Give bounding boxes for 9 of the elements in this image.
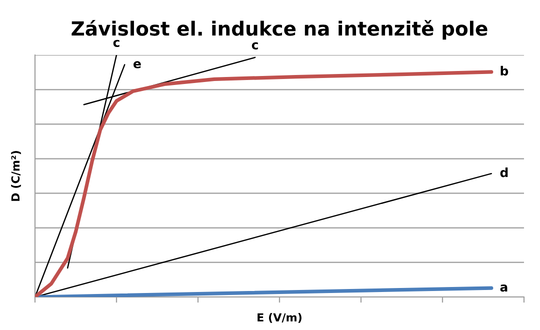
series-label: d [500,168,508,178]
series-label: e [134,61,141,68]
series-label: b [500,66,508,76]
series-label: a [500,284,508,292]
chart-title: Závislost el. indukce na intenzitě pole [72,20,488,40]
x-axis-title: E (V/m) [258,312,302,323]
series-label: c [252,42,258,50]
y-axis-title: D (C/m²) [11,151,21,201]
series-label: c [113,40,120,48]
